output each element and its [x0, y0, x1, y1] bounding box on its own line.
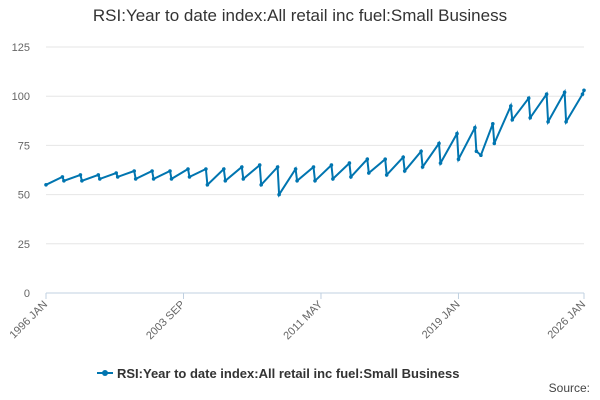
data-point[interactable] — [96, 173, 101, 177]
data-point[interactable] — [438, 161, 443, 165]
data-point[interactable] — [275, 165, 280, 169]
series-layer — [44, 88, 586, 198]
data-point[interactable] — [582, 88, 586, 93]
data-point[interactable] — [62, 179, 66, 183]
legend-marker-icon — [102, 370, 108, 376]
data-point[interactable] — [223, 179, 228, 183]
y-tick-label: 100 — [12, 91, 30, 103]
data-point[interactable] — [98, 177, 102, 181]
data-point[interactable] — [491, 122, 495, 126]
data-point[interactable] — [402, 169, 407, 173]
data-point[interactable] — [562, 90, 567, 95]
x-tick-label: 2026 JAN — [545, 299, 588, 342]
data-point[interactable] — [60, 175, 65, 179]
data-point[interactable] — [526, 96, 531, 100]
data-point[interactable] — [474, 149, 479, 154]
y-tick-label: 25 — [18, 239, 30, 251]
data-point[interactable] — [257, 163, 262, 167]
x-tick-label: 2003 SEP — [144, 299, 188, 343]
data-point[interactable] — [222, 167, 226, 171]
data-point[interactable] — [295, 179, 299, 183]
data-point[interactable] — [420, 165, 425, 169]
legend-label: RSI:Year to date index:All retail inc fu… — [117, 366, 459, 381]
data-point[interactable] — [241, 177, 246, 181]
data-point[interactable] — [349, 175, 353, 179]
data-point[interactable] — [331, 177, 335, 181]
y-tick-label: 0 — [24, 288, 30, 300]
data-point[interactable] — [205, 183, 210, 187]
data-point[interactable] — [509, 104, 513, 108]
data-point[interactable] — [115, 175, 120, 179]
data-point[interactable] — [437, 141, 441, 146]
source-label: Source: — [549, 381, 590, 395]
data-point[interactable] — [367, 171, 371, 175]
data-point[interactable] — [78, 173, 83, 177]
data-point[interactable] — [204, 167, 208, 171]
chart-title: RSI:Year to date index:All retail inc fu… — [92, 6, 508, 25]
gridlines — [46, 46, 584, 245]
data-point[interactable] — [114, 171, 118, 175]
y-tick-label: 75 — [18, 140, 30, 152]
data-point[interactable] — [133, 177, 138, 181]
data-point[interactable] — [329, 163, 334, 167]
data-point[interactable] — [259, 183, 264, 187]
legend[interactable]: RSI:Year to date index:All retail inc fu… — [97, 366, 459, 381]
x-tick-label: 2019 JAN — [420, 299, 463, 342]
data-point[interactable] — [383, 157, 388, 161]
data-point[interactable] — [564, 120, 568, 124]
data-point[interactable] — [347, 161, 352, 165]
data-point[interactable] — [150, 169, 154, 173]
data-point[interactable] — [455, 131, 459, 136]
data-point[interactable] — [456, 157, 461, 161]
series-line — [45, 88, 585, 198]
data-point[interactable] — [419, 149, 423, 154]
data-point[interactable] — [80, 179, 84, 183]
data-point[interactable] — [479, 153, 483, 157]
data-point[interactable] — [293, 167, 298, 171]
data-point[interactable] — [544, 92, 549, 96]
data-point[interactable] — [187, 175, 192, 179]
data-point[interactable] — [492, 141, 497, 146]
data-point[interactable] — [44, 183, 48, 187]
data-point[interactable] — [132, 169, 136, 173]
y-tick-label: 50 — [18, 190, 30, 202]
data-point[interactable] — [401, 155, 406, 159]
y-axis-ticks: 0 25 50 75 100 125 — [12, 42, 30, 300]
y-tick-label: 125 — [12, 42, 30, 54]
data-point[interactable] — [168, 169, 172, 173]
data-point[interactable] — [151, 177, 156, 181]
x-axis: 1996 JAN 2003 SEP 2011 MAY 2019 JAN 2026 JAN — [7, 292, 588, 343]
data-point[interactable] — [473, 125, 477, 130]
data-point[interactable] — [580, 92, 585, 96]
data-point[interactable] — [510, 118, 515, 122]
data-point[interactable] — [384, 173, 389, 177]
data-point[interactable] — [277, 192, 281, 197]
data-point[interactable] — [240, 165, 244, 169]
x-tick-label: 2011 MAY — [281, 298, 325, 342]
data-point[interactable] — [186, 167, 190, 171]
data-point[interactable] — [169, 177, 174, 181]
data-point[interactable] — [311, 165, 316, 169]
data-point[interactable] — [546, 120, 550, 124]
data-point[interactable] — [365, 157, 370, 161]
data-point[interactable] — [528, 116, 532, 120]
data-point[interactable] — [313, 179, 317, 183]
x-tick-label: 1996 JAN — [7, 299, 50, 342]
